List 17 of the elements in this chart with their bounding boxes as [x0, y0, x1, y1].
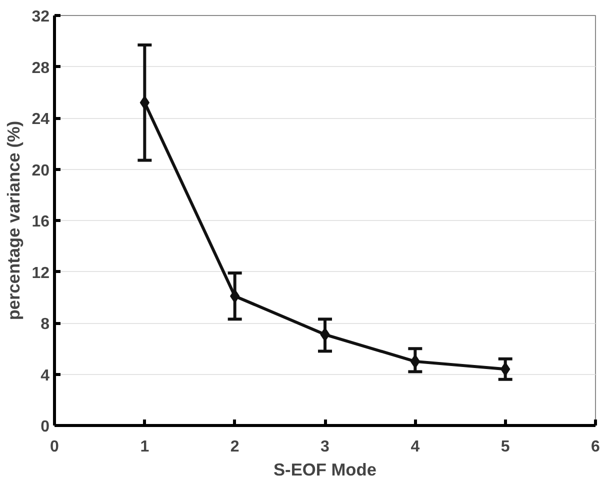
y-axis-title: percentage variance (%) [4, 120, 24, 320]
x-tick-label: 1 [140, 438, 150, 456]
x-tick-label: 6 [591, 438, 600, 456]
x-tick-label: 2 [230, 438, 240, 456]
x-axis-title: S-EOF Mode [274, 460, 377, 480]
x-tick-label: 5 [500, 438, 510, 456]
y-tick-label: 16 [32, 214, 50, 230]
x-tick-label: 3 [320, 438, 330, 456]
y-tick-label: 8 [40, 316, 50, 333]
y-tick-label: 20 [32, 162, 50, 180]
x-tick-label: 4 [410, 438, 420, 456]
y-tick-label: 24 [32, 111, 50, 128]
y-tick-label: 4 [40, 367, 50, 384]
y-tick-label: 28 [32, 60, 50, 77]
y-tick-label: 0 [40, 418, 50, 436]
y-tick-label: 12 [32, 264, 50, 282]
y-tick-label: 32 [32, 8, 50, 26]
